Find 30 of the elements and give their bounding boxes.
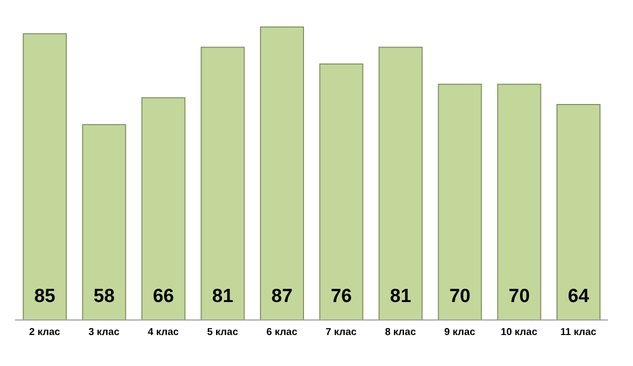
x-tick-label: 8 клас	[384, 327, 416, 338]
bar	[438, 84, 482, 320]
x-tick-label: 9 клас	[444, 327, 476, 338]
data-label: 70	[508, 286, 530, 307]
data-label: 64	[568, 286, 590, 307]
bar	[260, 26, 304, 320]
data-label: 66	[152, 286, 174, 307]
data-label: 58	[94, 286, 115, 307]
x-tick-label: 10 клас	[500, 327, 538, 338]
bar	[200, 46, 245, 320]
data-label: 76	[330, 286, 352, 307]
bar	[556, 104, 600, 320]
data-label: 70	[449, 286, 470, 307]
data-label: 87	[271, 286, 293, 307]
data-label: 81	[212, 286, 234, 307]
bar	[497, 84, 542, 320]
bar	[141, 97, 186, 320]
bar	[82, 124, 126, 320]
x-tick-label: 11 клас	[560, 327, 597, 338]
x-tick-label: 7 клас	[326, 327, 358, 338]
bar	[22, 33, 67, 320]
x-tick-label: 5 клас	[207, 327, 238, 338]
x-tick-label: 4 клас	[148, 327, 180, 338]
bar	[378, 46, 423, 320]
x-tick-label: 6 клас	[266, 327, 298, 338]
data-label: 81	[390, 286, 412, 307]
x-tick-label: 2 клас	[29, 327, 61, 338]
bar	[319, 64, 364, 320]
data-label: 85	[34, 286, 56, 307]
x-tick-label: 3 клас	[88, 327, 120, 338]
